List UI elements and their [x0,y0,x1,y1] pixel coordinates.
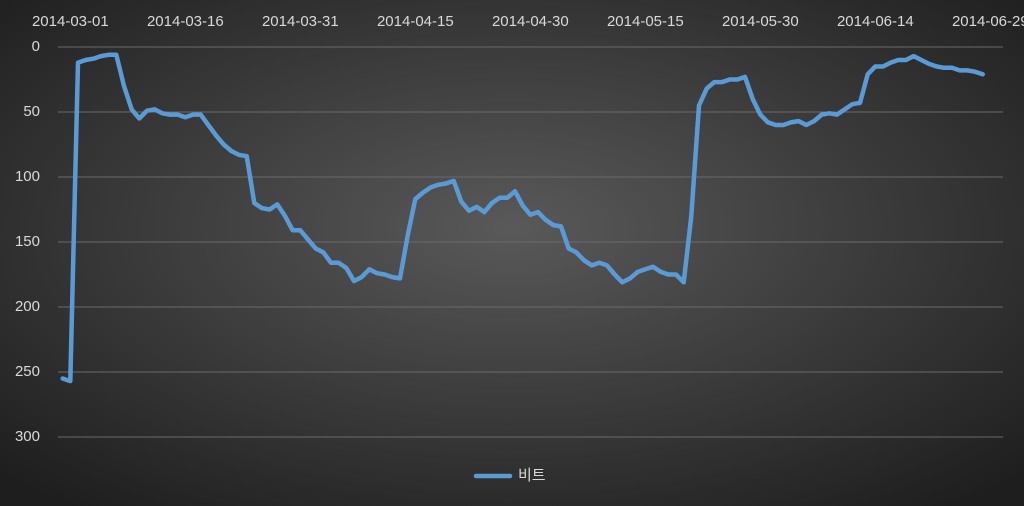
y-tick-label: 150 [15,233,40,250]
x-tick-label: 2014-03-01 [32,13,109,30]
y-tick-label: 0 [32,38,40,55]
x-tick-label: 2014-04-15 [377,13,454,30]
y-tick-label: 50 [23,103,40,120]
x-tick-label: 2014-03-16 [147,13,224,30]
y-tick-label: 100 [15,168,40,185]
y-tick-label: 200 [15,298,40,315]
x-tick-label: 2014-05-30 [722,13,799,30]
x-tick-label: 2014-05-15 [607,13,684,30]
data-line [60,52,985,384]
x-tick-label: 2014-06-29 [952,13,1024,30]
y-tick-label: 300 [15,428,40,445]
legend-label: 비트 [518,467,546,484]
x-tick-label: 2014-04-30 [492,13,569,30]
x-tick-label: 2014-03-31 [262,13,339,30]
x-tick-label: 2014-06-14 [837,13,914,30]
y-tick-label: 250 [15,363,40,380]
